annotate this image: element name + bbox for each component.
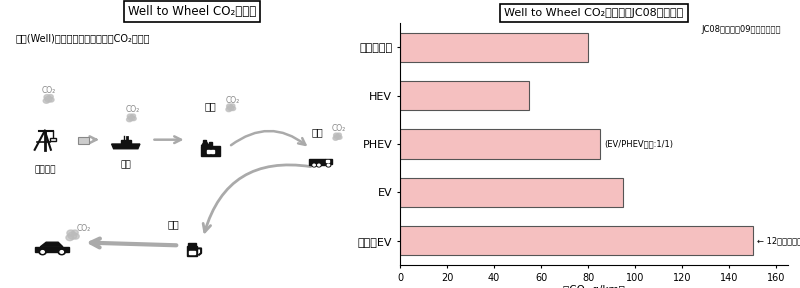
Circle shape	[128, 115, 134, 121]
Text: CO₂: CO₂	[332, 124, 346, 133]
Bar	[400, 226, 753, 255]
Circle shape	[58, 249, 66, 255]
Circle shape	[230, 104, 235, 108]
Circle shape	[68, 232, 77, 239]
Text: 給油: 給油	[168, 219, 179, 229]
Circle shape	[226, 107, 231, 112]
Bar	[400, 81, 530, 110]
Bar	[210, 142, 213, 146]
Title: Well to Wheel CO₂排出量（JC08モード）: Well to Wheel CO₂排出量（JC08モード）	[504, 8, 684, 18]
Bar	[203, 141, 206, 146]
Circle shape	[226, 104, 232, 108]
X-axis label: （CO₂ g/km）: （CO₂ g/km）	[563, 285, 625, 288]
Bar	[202, 146, 219, 156]
Circle shape	[131, 114, 135, 118]
Text: CO₂: CO₂	[126, 105, 140, 114]
Circle shape	[48, 97, 54, 102]
Bar	[400, 33, 588, 62]
Bar	[326, 160, 330, 162]
Circle shape	[334, 133, 339, 137]
Polygon shape	[111, 144, 140, 149]
Circle shape	[43, 98, 50, 103]
Bar	[188, 243, 196, 246]
Bar	[211, 150, 214, 153]
Text: 輸送: 輸送	[311, 127, 323, 137]
Bar	[400, 178, 623, 207]
Circle shape	[312, 163, 316, 167]
Bar	[400, 130, 600, 158]
Bar	[310, 159, 325, 165]
Bar	[187, 246, 197, 256]
Circle shape	[60, 251, 63, 253]
Polygon shape	[202, 141, 210, 146]
Circle shape	[72, 230, 78, 235]
Circle shape	[227, 105, 234, 111]
Text: (EV/PHEV走行:1/1): (EV/PHEV走行:1/1)	[605, 139, 674, 149]
Bar	[325, 159, 332, 164]
Text: 油田(Well)から走行までを含めたCO₂排出量: 油田(Well)から走行までを含めたCO₂排出量	[15, 33, 150, 43]
Circle shape	[326, 163, 330, 167]
Polygon shape	[40, 242, 63, 247]
Text: CO₂: CO₂	[42, 86, 56, 95]
Bar	[189, 251, 195, 254]
Circle shape	[44, 94, 50, 100]
Bar	[78, 137, 89, 144]
Circle shape	[67, 230, 74, 236]
Text: CO₂: CO₂	[226, 96, 240, 105]
Circle shape	[131, 117, 136, 121]
Bar	[121, 140, 131, 144]
Text: CO₂: CO₂	[76, 224, 90, 234]
Circle shape	[337, 133, 342, 137]
Bar	[50, 138, 56, 141]
Circle shape	[48, 94, 54, 99]
Circle shape	[39, 249, 46, 255]
Circle shape	[334, 134, 341, 139]
Circle shape	[317, 163, 321, 167]
Text: JC08モード、09年度電力構成: JC08モード、09年度電力構成	[702, 25, 781, 35]
Text: 原油採掘: 原油採掘	[34, 166, 55, 175]
Circle shape	[318, 164, 320, 166]
Text: 運搬: 運搬	[120, 160, 131, 169]
Text: 製油: 製油	[205, 101, 216, 111]
Circle shape	[41, 251, 44, 253]
Circle shape	[72, 234, 79, 239]
Circle shape	[66, 234, 74, 241]
Bar	[35, 247, 69, 252]
Circle shape	[313, 164, 315, 166]
Circle shape	[45, 96, 52, 102]
Circle shape	[327, 164, 330, 166]
Text: ← 12年度電力構成の場合: ← 12年度電力構成の場合	[758, 236, 800, 245]
Bar	[207, 150, 210, 153]
Circle shape	[127, 114, 133, 118]
Circle shape	[126, 117, 132, 122]
Circle shape	[230, 107, 235, 111]
Circle shape	[333, 136, 338, 140]
Circle shape	[337, 135, 342, 139]
Text: Well to Wheel CO₂の構成: Well to Wheel CO₂の構成	[128, 5, 256, 18]
